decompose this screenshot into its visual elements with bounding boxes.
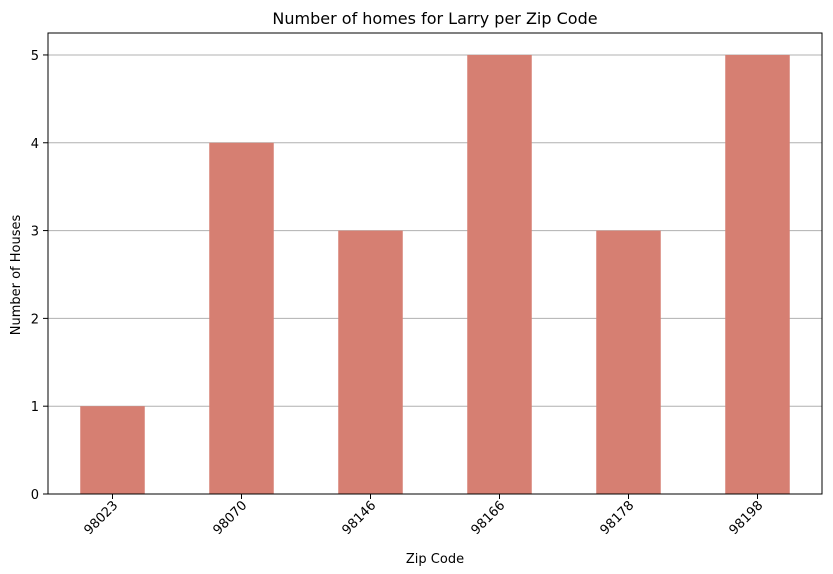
y-tick-label: 5 [31, 49, 39, 64]
bar-98178 [596, 230, 661, 495]
gridlines [48, 54, 822, 407]
x-axis-ticks: 98023 98070 98146 98166 98178 98198 [81, 494, 766, 538]
chart-title: Number of homes for Larry per Zip Code [272, 9, 597, 28]
y-tick-label: 3 [31, 225, 39, 240]
bar-98023 [80, 406, 145, 494]
plot-frame [47, 32, 823, 495]
bar-98198 [725, 54, 790, 494]
y-tick-label: 2 [31, 312, 39, 327]
x-tick-label: 98023 [81, 498, 121, 538]
x-axis-label: Zip Code [406, 552, 464, 567]
y-tick-label: 1 [31, 400, 39, 415]
y-tick-label: 4 [31, 137, 39, 152]
x-tick-label: 98146 [339, 498, 379, 538]
bar-98146 [338, 230, 403, 495]
bars [80, 54, 790, 495]
y-tick-label: 0 [31, 488, 39, 503]
x-tick-label: 98198 [726, 498, 766, 538]
x-tick-label: 98178 [597, 498, 637, 538]
y-axis-ticks: 0 1 2 3 4 5 [31, 49, 48, 503]
x-tick-label: 98166 [468, 498, 508, 538]
y-axis-label: Number of Houses [9, 215, 24, 336]
bar-98070 [209, 142, 274, 494]
x-tick-label: 98070 [210, 498, 250, 538]
bar-98166 [467, 54, 532, 494]
